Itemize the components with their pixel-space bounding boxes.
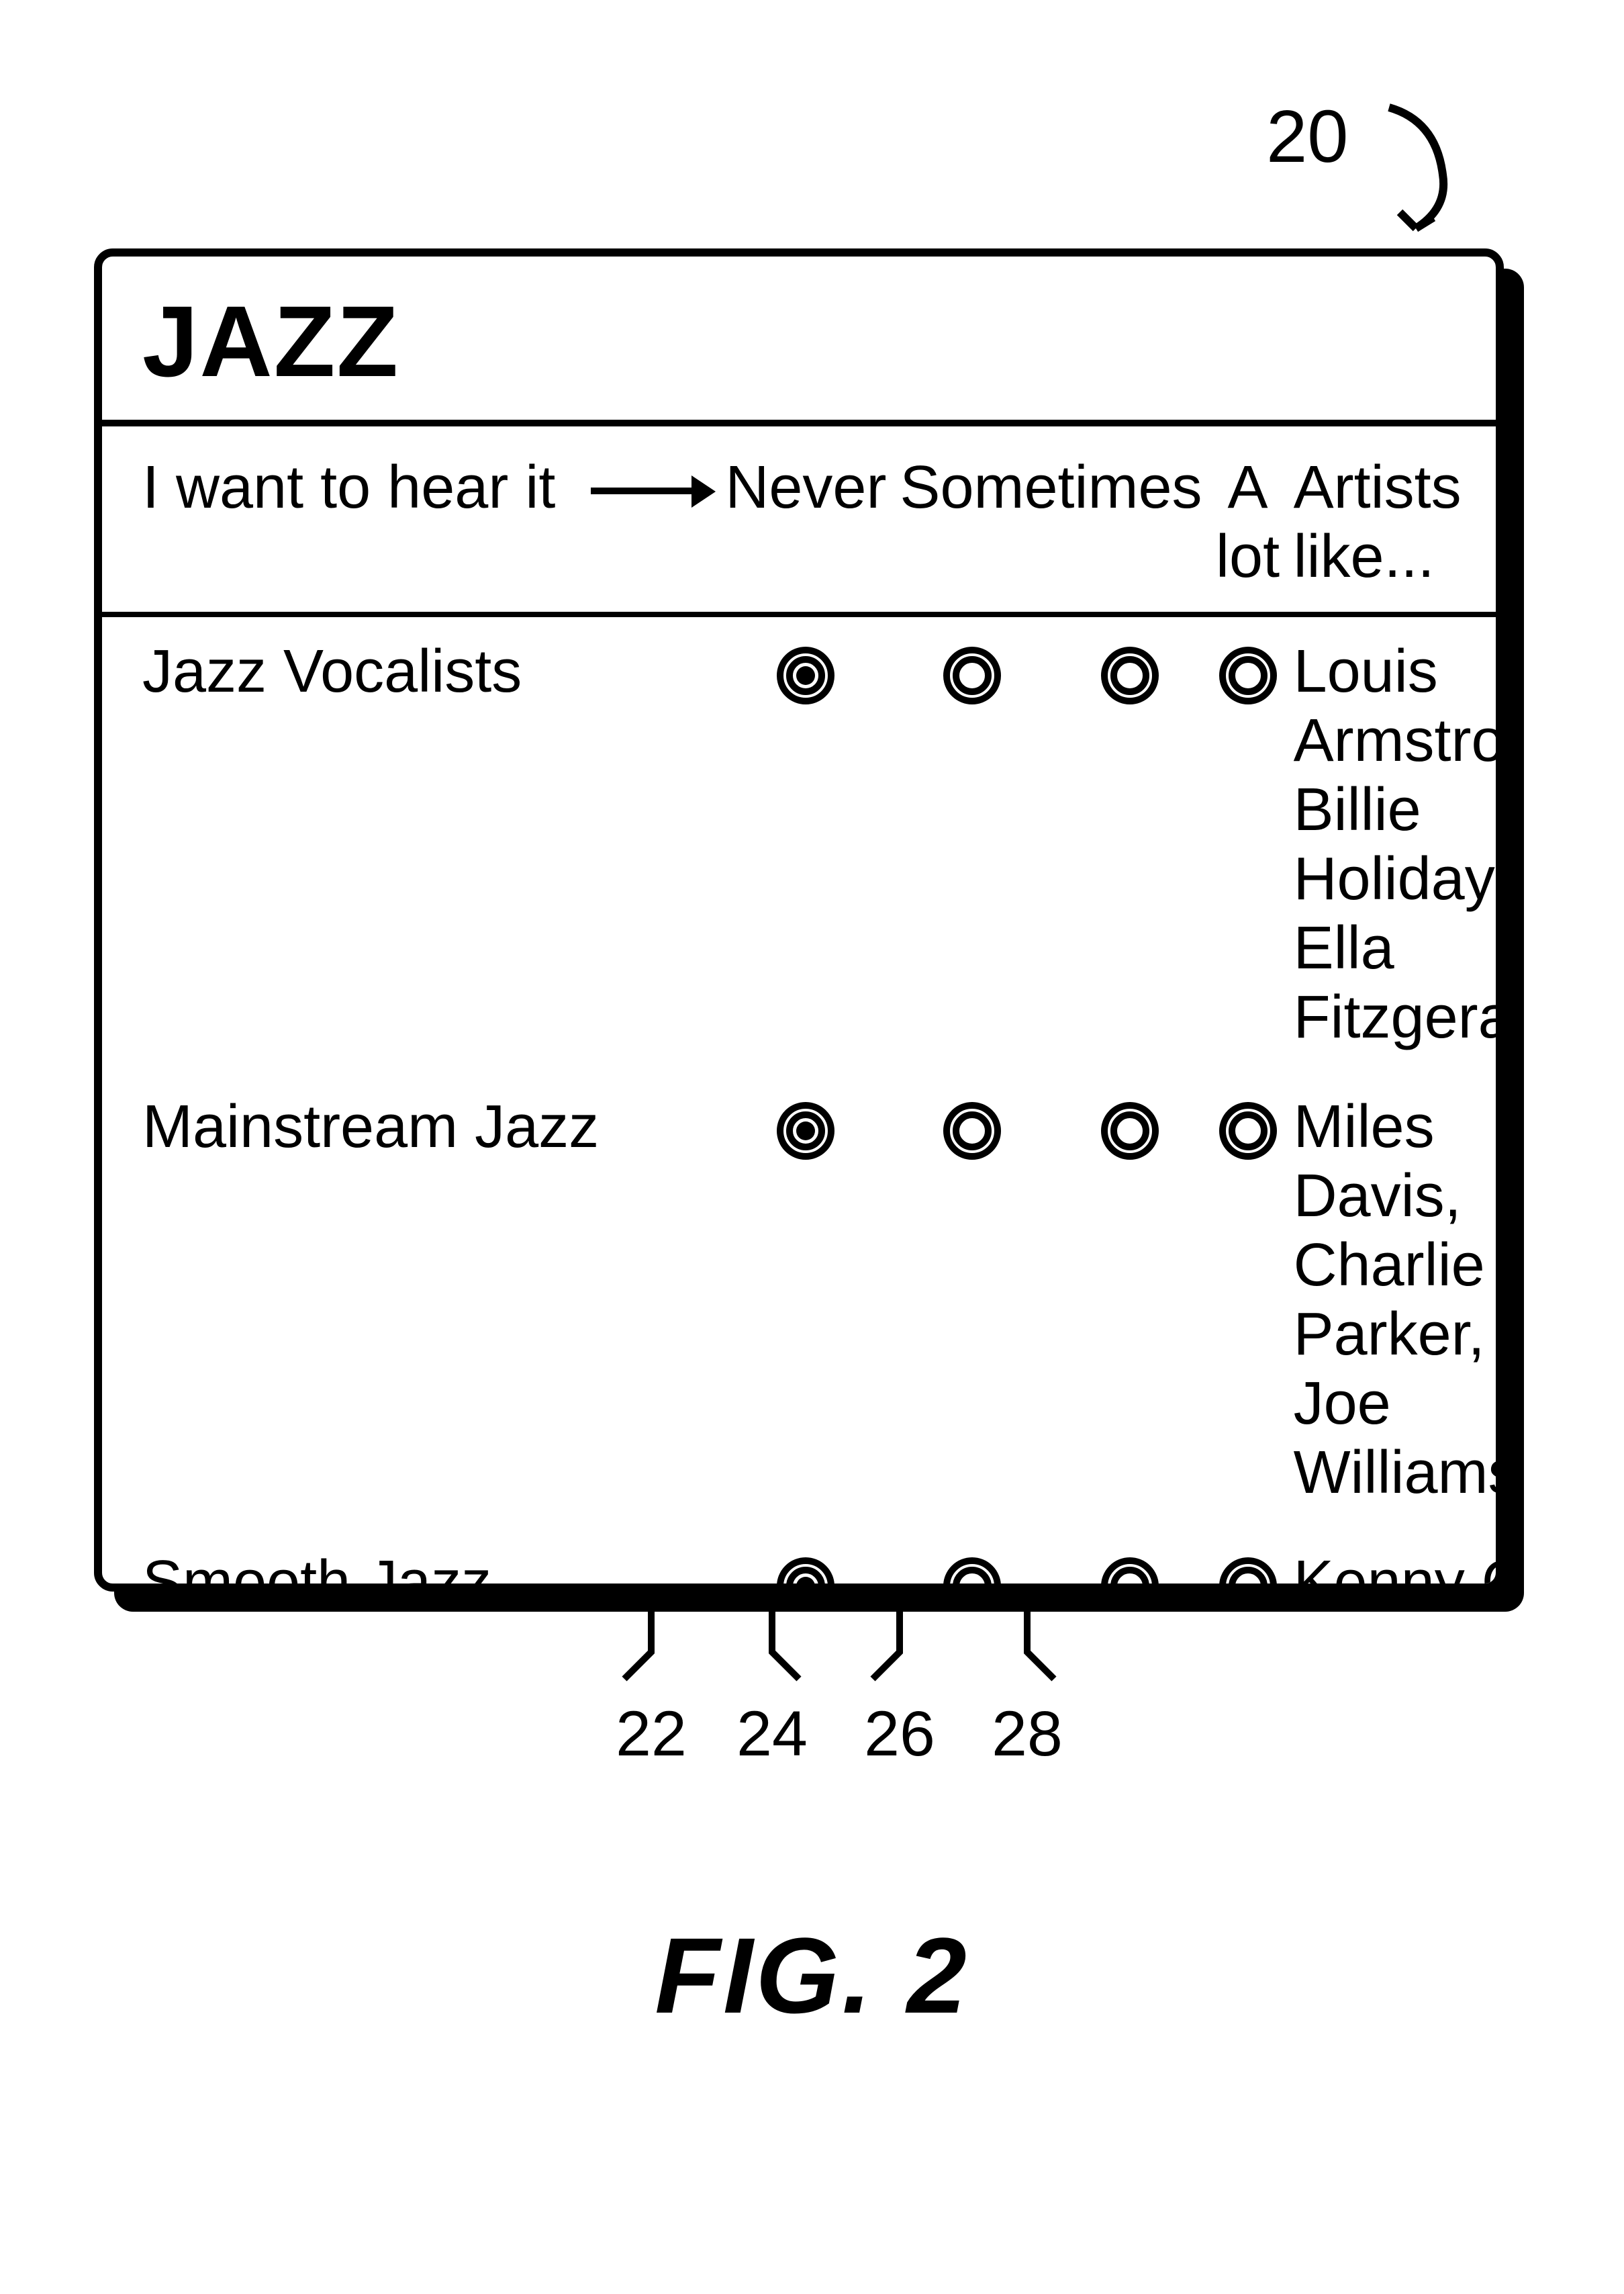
- radio-ref-callouts: 2224 26 28: [0, 1612, 1624, 1813]
- radio-unselected-icon[interactable]: [1216, 643, 1280, 708]
- header-col-alot: A lot: [1209, 426, 1287, 614]
- preference-panel: JAZZ I want to hear it Never Sometimes A…: [94, 248, 1504, 1592]
- header-lead-cell: I want to hear it: [102, 426, 718, 614]
- radio-unselected-icon[interactable]: [1098, 1099, 1162, 1163]
- header-arrow-icon: [591, 488, 698, 494]
- panel-title: JAZZ: [102, 257, 1496, 426]
- panel-ref-callout: 20: [1266, 94, 1496, 242]
- radio-unselected-icon[interactable]: [1098, 1554, 1162, 1592]
- radio-cell-1: [893, 1528, 1051, 1592]
- radio-unselected-icon[interactable]: [940, 1099, 1004, 1163]
- artists-cell: Kenny G., George Benson, David Sanborn: [1287, 1528, 1504, 1592]
- radio-unselected-icon[interactable]: [1216, 1554, 1280, 1592]
- radio-cell-3: [1209, 614, 1287, 1072]
- radio-unselected-icon[interactable]: [940, 643, 1004, 708]
- header-col-never: Never: [718, 426, 893, 614]
- panel-ref-arrow: [1376, 94, 1496, 242]
- radio-unselected-icon[interactable]: [1098, 643, 1162, 708]
- radio-cell-3: [1209, 1072, 1287, 1528]
- radio-unselected-icon[interactable]: [1216, 1099, 1280, 1163]
- table-body: Jazz Vocalists Louis Armstrong, Billie Ho…: [102, 614, 1504, 1592]
- preference-table: I want to hear it Never Sometimes A lot …: [102, 426, 1504, 1592]
- table-row: Jazz Vocalists Louis Armstrong, Billie Ho…: [102, 614, 1504, 1072]
- table-row: Smooth Jazz Kenny G., George Benson, Davi…: [102, 1528, 1504, 1592]
- figure-label: FIG. 2: [0, 1914, 1624, 2037]
- genre-cell: Smooth Jazz: [102, 1528, 718, 1592]
- panel-ref-number: 20: [1266, 94, 1348, 179]
- artists-cell: Miles Davis, Charlie Parker, Joe William…: [1287, 1072, 1504, 1528]
- genre-cell: Jazz Vocalists: [102, 614, 718, 1072]
- radio-ref-callout: 24: [718, 1612, 826, 1771]
- radio-ref-number: 28: [973, 1698, 1081, 1771]
- genre-cell: Mainstream Jazz: [102, 1072, 718, 1528]
- radio-cell-1: [893, 1072, 1051, 1528]
- radio-cell-2: [1051, 614, 1208, 1072]
- radio-selected-icon[interactable]: [773, 1099, 838, 1163]
- radio-cell-0: [718, 1072, 893, 1528]
- radio-selected-icon[interactable]: [773, 1554, 838, 1592]
- page: 20 JAZZ I want to hear it Never Sometime…: [0, 0, 1624, 2294]
- radio-cell-2: [1051, 1528, 1208, 1592]
- radio-ref-number: 24: [718, 1698, 826, 1771]
- radio-selected-icon[interactable]: [773, 643, 838, 708]
- radio-cell-0: [718, 614, 893, 1072]
- radio-cell-2: [1051, 1072, 1208, 1528]
- header-col-sometimes: Sometimes: [893, 426, 1208, 614]
- radio-cell-1: [893, 614, 1051, 1072]
- radio-unselected-icon[interactable]: [940, 1554, 1004, 1592]
- table-header: I want to hear it Never Sometimes A lot …: [102, 426, 1504, 614]
- table-row: Mainstream Jazz Miles Davis, Charlie Park…: [102, 1072, 1504, 1528]
- radio-ref-number: 22: [598, 1698, 705, 1771]
- radio-ref-callout: 26: [846, 1612, 953, 1771]
- radio-cell-3: [1209, 1528, 1287, 1592]
- radio-ref-callout: 28: [973, 1612, 1081, 1771]
- radio-ref-number: 26: [846, 1698, 953, 1771]
- header-lead-text: I want to hear it: [142, 454, 555, 521]
- header-col-artists: Artists like...: [1287, 426, 1504, 614]
- radio-cell-0: [718, 1528, 893, 1592]
- artists-cell: Louis Armstrong, Billie Holiday, Ella Fi…: [1287, 614, 1504, 1072]
- radio-ref-callout: 22: [598, 1612, 705, 1771]
